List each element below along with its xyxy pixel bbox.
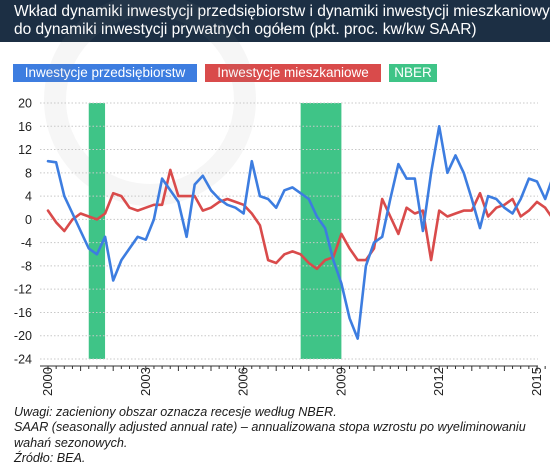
x-tick-label: 2003 bbox=[138, 367, 153, 396]
chart-title-line-2: do dynamiki inwestycji prywatnych ogółem… bbox=[14, 21, 477, 38]
x-axis-ticks: 2000 2003 2006 2009 2012 2015 bbox=[40, 365, 546, 396]
x-tick-label: 2009 bbox=[333, 367, 348, 396]
chart-title-line-1: Wkład dynamiki inwestycji przedsiębiorst… bbox=[14, 3, 550, 20]
recession-band-1 bbox=[88, 103, 106, 359]
y-tick-label: -16 bbox=[14, 306, 32, 320]
legend-item-business: Inwestycje przedsiębiorstw bbox=[13, 64, 197, 82]
legend-item-residential: Inwestycje mieszkaniowe bbox=[205, 64, 381, 82]
y-tick-label: -12 bbox=[14, 283, 32, 297]
x-tick-label: 2015 bbox=[529, 367, 544, 396]
recession-band-2 bbox=[300, 103, 342, 359]
y-tick-label: 0 bbox=[25, 213, 32, 227]
note-line-3: wahań sezonowych. bbox=[14, 435, 128, 450]
y-tick-label: -20 bbox=[14, 329, 32, 343]
y-tick-label: 20 bbox=[18, 97, 32, 111]
watermark-logo bbox=[44, 0, 256, 206]
series-lines bbox=[46, 125, 550, 340]
y-tick-label: -4 bbox=[21, 236, 32, 250]
grid-lines bbox=[40, 102, 538, 360]
legend-item-nber: NBER bbox=[389, 64, 437, 82]
y-tick-label: -8 bbox=[21, 259, 32, 273]
title-bar: Wkład dynamiki inwestycji przedsiębiorst… bbox=[0, 0, 550, 42]
y-axis-ticks: 20 16 12 8 4 0 -4 -8 -12 -16 -20 -24 bbox=[14, 97, 32, 367]
note-line-2: SAAR (seasonally adjusted annual rate) –… bbox=[14, 420, 526, 435]
y-tick-label: 12 bbox=[18, 143, 32, 157]
series-line bbox=[46, 125, 550, 340]
recession-bands bbox=[88, 103, 342, 359]
x-tick-label: 2006 bbox=[236, 367, 251, 396]
x-tick-label: 2012 bbox=[431, 367, 446, 396]
y-tick-label: -24 bbox=[14, 353, 32, 367]
y-tick-label: 4 bbox=[25, 190, 32, 204]
note-line-4: Źródło: BEA. bbox=[14, 451, 86, 466]
x-tick-label: 2000 bbox=[40, 367, 55, 396]
y-tick-label: 16 bbox=[18, 120, 32, 134]
note-line-1: Uwagi: zacieniony obszar oznacza recesje… bbox=[14, 405, 337, 419]
y-tick-label: 8 bbox=[25, 166, 32, 180]
notes: Uwagi: zacieniony obszar oznacza recesje… bbox=[14, 405, 544, 467]
